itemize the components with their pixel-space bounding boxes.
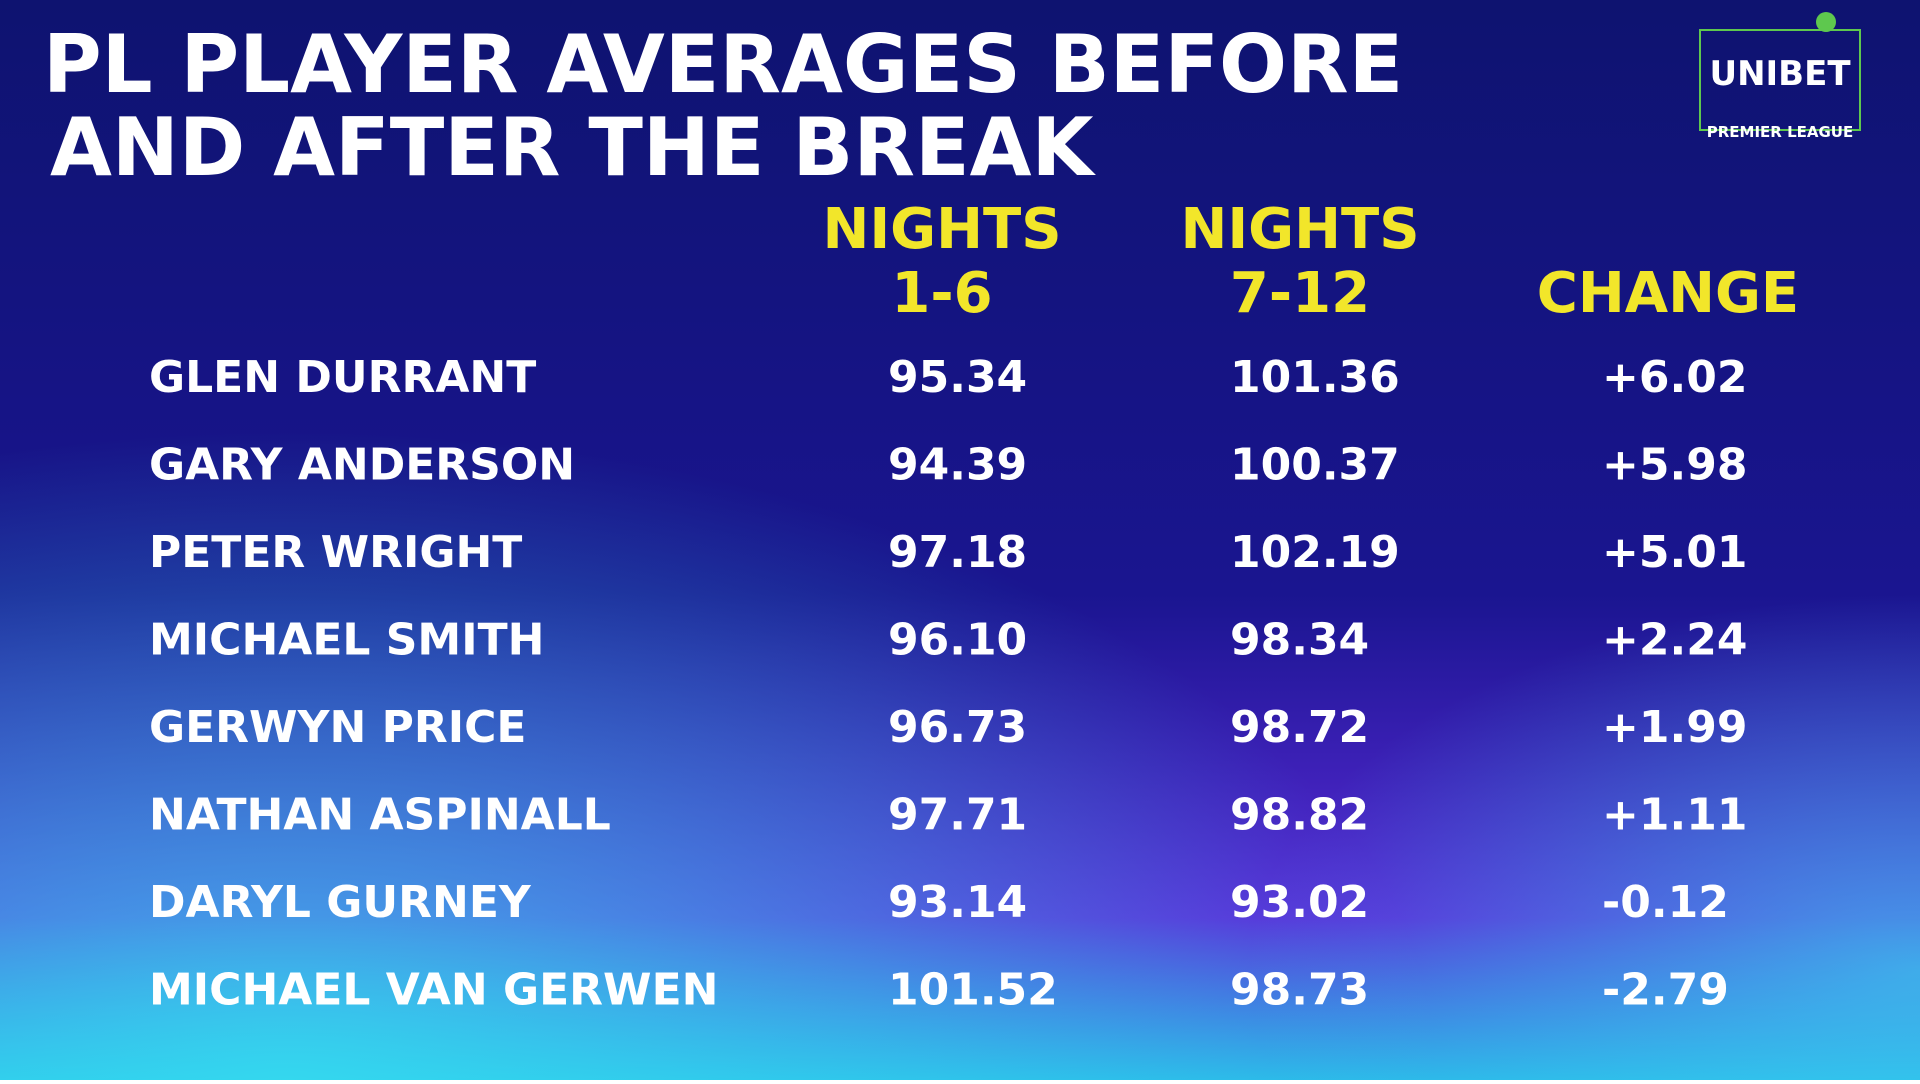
average-cell: +2.24: [1602, 615, 1747, 666]
average-cell: 101.52: [888, 965, 1058, 1016]
average-cell: 97.71: [888, 790, 1027, 841]
logo-dart: [1816, 12, 1836, 32]
average-cell: 96.10: [888, 615, 1027, 666]
player-name: GARY ANDERSON: [149, 440, 575, 491]
average-cell: -0.12: [1602, 877, 1729, 928]
column-header: 7-12: [1230, 261, 1370, 326]
column-header: CHANGE: [1537, 261, 1799, 326]
title: AND AFTER THE BREAK: [50, 101, 1097, 194]
player-name: MICHAEL VAN GERWEN: [149, 965, 718, 1016]
logo: UNIBET PREMIER LEAGUE: [1699, 12, 1861, 141]
column-header: 1-6: [891, 261, 992, 326]
player-name: GERWYN PRICE: [149, 702, 526, 753]
column-header: NIGHTS: [1180, 197, 1419, 262]
player-name: MICHAEL SMITH: [149, 615, 544, 666]
average-cell: -2.79: [1602, 965, 1729, 1016]
average-cell: +1.11: [1602, 790, 1747, 841]
average-cell: +6.02: [1602, 352, 1747, 403]
average-cell: +5.01: [1602, 527, 1747, 578]
average-cell: 94.39: [888, 440, 1027, 491]
average-cell: 93.14: [888, 877, 1027, 928]
player-name: PETER WRIGHT: [149, 527, 522, 578]
average-cell: 101.36: [1230, 352, 1400, 403]
average-cell: 95.34: [888, 352, 1027, 403]
average-cell: 93.02: [1230, 877, 1369, 928]
average-cell: +5.98: [1602, 440, 1747, 491]
average-cell: 102.19: [1230, 527, 1400, 578]
logo-brand: UNIBET: [1709, 54, 1851, 94]
title: PL PLAYER AVERAGES BEFORE: [43, 18, 1403, 111]
logo-frame: [1699, 29, 1861, 131]
average-cell: 96.73: [888, 702, 1027, 753]
player-name: DARYL GURNEY: [149, 877, 532, 928]
average-cell: 98.73: [1230, 965, 1369, 1016]
average-cell: 97.18: [888, 527, 1027, 578]
player-name: NATHAN ASPINALL: [149, 790, 611, 841]
average-cell: 98.34: [1230, 615, 1369, 666]
logo-subtitle: PREMIER LEAGUE: [1707, 123, 1853, 141]
player-name: GLEN DURRANT: [149, 352, 536, 403]
average-cell: +1.99: [1602, 702, 1747, 753]
average-cell: 98.72: [1230, 702, 1369, 753]
average-cell: 100.37: [1230, 440, 1400, 491]
column-header: NIGHTS: [822, 197, 1061, 262]
average-cell: 98.82: [1230, 790, 1369, 841]
